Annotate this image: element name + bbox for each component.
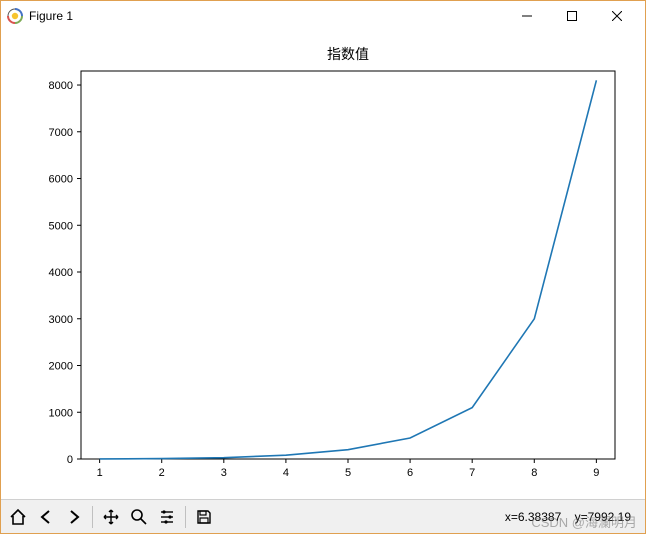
- svg-text:指数值: 指数值: [327, 46, 369, 62]
- titlebar: Figure 1: [1, 1, 645, 31]
- arrow-right-icon: [65, 508, 83, 526]
- zoom-icon: [130, 508, 148, 526]
- move-icon: [102, 508, 120, 526]
- figure-window: Figure 1 0 1000 2000 3000 4000 5000 6000 7000 80…: [0, 0, 646, 534]
- arrow-left-icon: [37, 508, 55, 526]
- toolbar: x=6.38387 y=7992.19: [1, 499, 645, 533]
- home-button[interactable]: [5, 504, 31, 530]
- back-button[interactable]: [33, 504, 59, 530]
- svg-text:6000: 6000: [49, 174, 73, 186]
- line-chart: 0 1000 2000 3000 4000 5000 6000 7000 8000 1 2 3 4 5 6 7…: [1, 31, 645, 499]
- svg-text:5: 5: [345, 467, 351, 479]
- zoom-button[interactable]: [126, 504, 152, 530]
- svg-text:4: 4: [283, 467, 289, 479]
- svg-text:7: 7: [469, 467, 475, 479]
- cursor-x-value: 6.38387: [518, 510, 561, 524]
- svg-text:1: 1: [97, 467, 103, 479]
- forward-button[interactable]: [61, 504, 87, 530]
- svg-text:3000: 3000: [49, 314, 73, 326]
- svg-text:8: 8: [531, 467, 537, 479]
- svg-text:6: 6: [407, 467, 413, 479]
- svg-text:9: 9: [593, 467, 599, 479]
- minimize-button[interactable]: [504, 1, 549, 31]
- svg-text:4000: 4000: [49, 267, 73, 279]
- configure-button[interactable]: [154, 504, 180, 530]
- svg-text:2: 2: [159, 467, 165, 479]
- svg-text:5000: 5000: [49, 220, 73, 232]
- window-title: Figure 1: [29, 9, 73, 23]
- cursor-y-value: 7992.19: [588, 510, 631, 524]
- svg-text:1000: 1000: [49, 407, 73, 419]
- sliders-icon: [158, 508, 176, 526]
- svg-text:7000: 7000: [49, 127, 73, 139]
- app-icon: [7, 8, 23, 24]
- maximize-button[interactable]: [549, 1, 594, 31]
- chart-area: 0 1000 2000 3000 4000 5000 6000 7000 8000 1 2 3 4 5 6 7…: [1, 31, 645, 499]
- save-button[interactable]: [191, 504, 217, 530]
- svg-text:3: 3: [221, 467, 227, 479]
- svg-text:0: 0: [67, 454, 73, 466]
- home-icon: [9, 508, 27, 526]
- toolbar-separator: [92, 506, 93, 528]
- cursor-x-label: x=: [505, 510, 518, 524]
- cursor-y-label: y=: [575, 510, 588, 524]
- pan-button[interactable]: [98, 504, 124, 530]
- svg-text:8000: 8000: [49, 80, 73, 92]
- close-button[interactable]: [594, 1, 639, 31]
- svg-text:2000: 2000: [49, 361, 73, 373]
- cursor-readout: x=6.38387 y=7992.19: [485, 496, 641, 538]
- toolbar-separator: [185, 506, 186, 528]
- save-icon: [195, 508, 213, 526]
